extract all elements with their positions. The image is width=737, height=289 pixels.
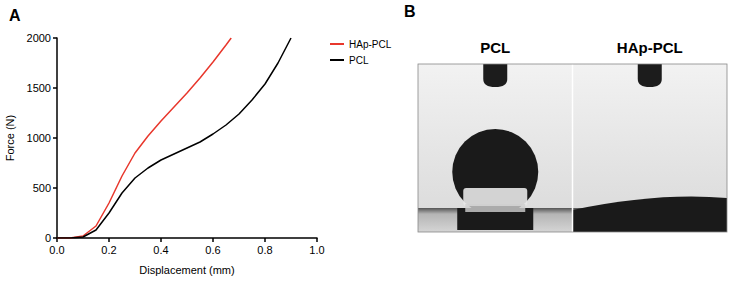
svg-text:0.0: 0.0 — [49, 244, 64, 256]
svg-text:HAp-PCL: HAp-PCL — [617, 39, 683, 56]
svg-text:2000: 2000 — [27, 32, 51, 44]
svg-text:1.0: 1.0 — [309, 244, 324, 256]
svg-text:0.8: 0.8 — [257, 244, 272, 256]
svg-text:Force (N): Force (N) — [4, 115, 16, 161]
svg-text:A: A — [9, 7, 21, 24]
svg-text:PCL: PCL — [480, 39, 510, 56]
svg-text:0.4: 0.4 — [153, 244, 168, 256]
svg-text:0: 0 — [45, 232, 51, 244]
svg-text:0.2: 0.2 — [101, 244, 116, 256]
svg-text:Displacement (mm): Displacement (mm) — [139, 264, 234, 276]
svg-text:PCL: PCL — [349, 55, 369, 66]
svg-text:B: B — [404, 3, 416, 20]
svg-text:HAp-PCL: HAp-PCL — [349, 39, 392, 50]
svg-text:1000: 1000 — [27, 132, 51, 144]
svg-text:1500: 1500 — [27, 82, 51, 94]
svg-text:500: 500 — [33, 182, 51, 194]
svg-text:0.6: 0.6 — [205, 244, 220, 256]
